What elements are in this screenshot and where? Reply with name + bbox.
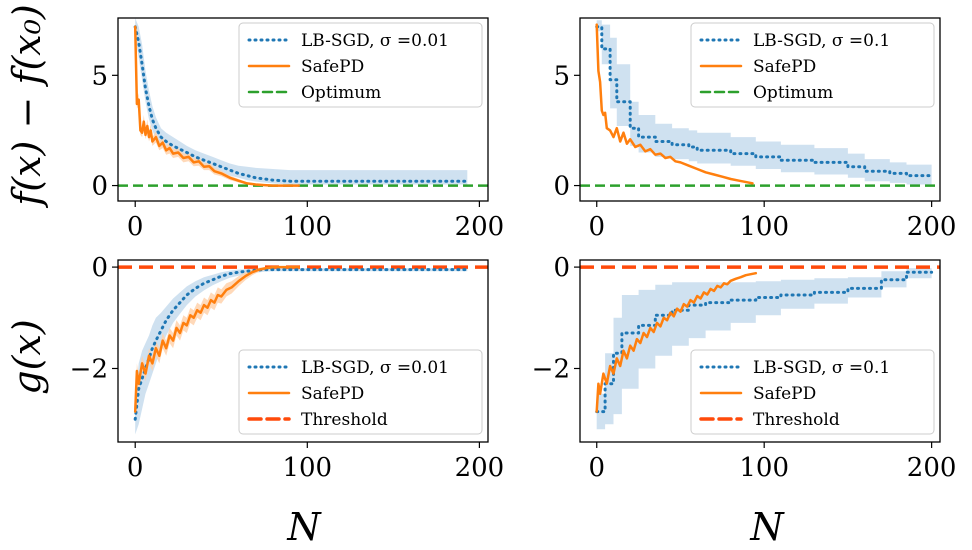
- legend: LB-SGD, σ =0.1 SafePD Optimum: [690, 22, 935, 108]
- y-axis-label-top: f(x) − f(x₀): [5, 4, 49, 209]
- legend-entry-2: Optimum: [301, 83, 381, 103]
- axes-frame: [579, 259, 941, 443]
- x-axis-label-left: N: [286, 505, 322, 549]
- chart-panel-bottom-right: 0 100 200 −2 0 LB-SGD, σ =0.1 SafePD Threshold: [532, 253, 957, 483]
- x-axis-label-right: N: [749, 505, 785, 549]
- x-tick-label: 0: [127, 212, 144, 242]
- plot-area: [580, 20, 940, 187]
- y-tick-label: 0: [553, 172, 570, 202]
- x-tick-label: 100: [282, 453, 332, 483]
- y-tick-label: 0: [91, 172, 108, 202]
- series-line-1: [133, 25, 300, 187]
- axes-frame: [579, 17, 941, 202]
- x-tick-label: 100: [739, 212, 789, 242]
- legend: LB-SGD, σ =0.01 SafePD Optimum: [238, 22, 483, 108]
- y-tick-label: 0: [553, 253, 570, 283]
- x-tick-label: 0: [127, 453, 144, 483]
- chart-panel-top-right: 0 100 200 0 5 LB-SGD, σ =0.1 SafePD Optimum: [553, 17, 957, 242]
- legend-entry-0: LB-SGD, σ =0.1: [753, 358, 890, 378]
- legend-entry-1: SafePD: [753, 384, 816, 404]
- x-tick-label: 200: [455, 453, 505, 483]
- series-line-0: [595, 270, 934, 414]
- x-tick-label: 200: [907, 453, 957, 483]
- legend-entry-2: Threshold: [753, 410, 840, 430]
- series-line-1: [133, 265, 300, 413]
- legend-box: [690, 349, 935, 435]
- plot-area: [118, 18, 488, 187]
- legend-box: [238, 22, 483, 108]
- series-line-0: [133, 268, 469, 421]
- x-tick-label: 100: [282, 212, 332, 242]
- legend-box: [238, 349, 483, 435]
- legend-entry-1: SafePD: [301, 384, 364, 404]
- confidence-band-0: [596, 20, 932, 185]
- plot-area: [118, 265, 488, 435]
- legend: LB-SGD, σ =0.01 SafePD Threshold: [238, 349, 483, 435]
- chart-panel-top-left: 0 100 200 0 5 LB-SGD, σ =0.01 SafePD Optimum: [91, 17, 505, 242]
- legend-entry-0: LB-SGD, σ =0.01: [301, 358, 449, 378]
- legend-entry-2: Threshold: [301, 410, 388, 430]
- y-tick-label: 5: [553, 61, 570, 91]
- series-line-1: [595, 271, 758, 413]
- y-tick-label: −2: [532, 354, 570, 384]
- series-line-0: [595, 25, 934, 178]
- axes-frame: [117, 259, 489, 443]
- legend-entry-1: SafePD: [301, 57, 364, 77]
- y-tick-label: −2: [70, 354, 108, 384]
- x-tick-label: 100: [739, 453, 789, 483]
- legend: LB-SGD, σ =0.1 SafePD Threshold: [690, 349, 935, 435]
- legend-entry-0: LB-SGD, σ =0.1: [753, 31, 890, 51]
- axes-frame: [117, 17, 489, 202]
- x-tick-label: 0: [588, 453, 605, 483]
- series-line-1: [595, 23, 754, 185]
- confidence-band-0: [596, 268, 932, 430]
- x-tick-label: 0: [588, 212, 605, 242]
- y-axis-label-bottom: g(x): [5, 319, 49, 394]
- chart-panel-bottom-left: 0 100 200 −2 0 LB-SGD, σ =0.01 SafePD Threshold: [70, 253, 505, 483]
- legend-box: [690, 22, 935, 108]
- x-tick-label: 200: [455, 212, 505, 242]
- x-tick-label: 200: [907, 212, 957, 242]
- y-tick-label: 5: [91, 61, 108, 91]
- plot-area: [580, 265, 940, 430]
- y-tick-label: 0: [91, 253, 108, 283]
- legend-entry-1: SafePD: [753, 57, 816, 77]
- series-line-0: [133, 25, 469, 183]
- legend-entry-0: LB-SGD, σ =0.01: [301, 31, 449, 51]
- legend-entry-2: Optimum: [753, 83, 833, 103]
